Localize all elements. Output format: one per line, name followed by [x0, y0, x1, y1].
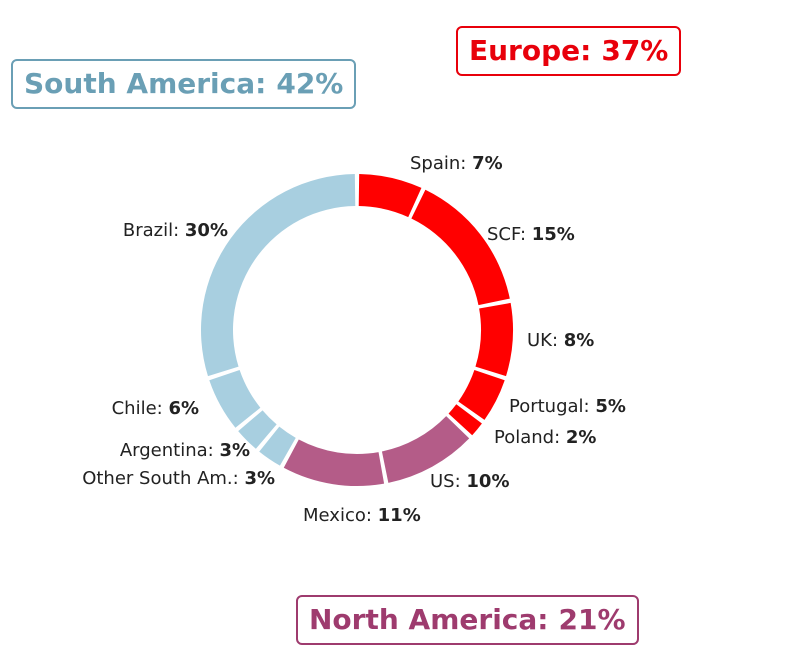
- slice-poland: [448, 404, 482, 436]
- region-name: North America: [309, 603, 538, 636]
- slice-label-chile: Chile: 6%: [112, 398, 199, 419]
- slice-label-scf: SCF: 15%: [487, 224, 575, 245]
- slice-us: [381, 416, 470, 483]
- slice-label-name: US:: [430, 471, 466, 492]
- region-percent: 42%: [276, 67, 344, 100]
- slice-label-poland: Poland: 2%: [494, 427, 596, 448]
- slice-label-percent: 30%: [185, 220, 228, 241]
- region-box-north-america: North America: 21%: [296, 595, 639, 645]
- slice-uk: [475, 302, 513, 377]
- region-percent: 37%: [601, 34, 669, 67]
- slice-label-percent: 5%: [595, 396, 626, 417]
- slice-label-portugal: Portugal: 5%: [509, 396, 626, 417]
- slice-label-us: US: 10%: [430, 471, 509, 492]
- slice-label-percent: 11%: [378, 505, 421, 526]
- slice-label-percent: 2%: [566, 427, 597, 448]
- slice-scf: [411, 189, 510, 306]
- slice-label-percent: 15%: [532, 224, 575, 245]
- slice-brazil: [201, 174, 356, 377]
- slice-argentina: [238, 410, 277, 449]
- slice-label-percent: 10%: [466, 471, 509, 492]
- slice-label-name: Other South Am.:: [82, 468, 244, 489]
- slice-spain: [358, 174, 422, 218]
- slice-label-percent: 7%: [472, 153, 503, 174]
- slice-label-percent: 6%: [168, 398, 199, 419]
- slice-label-brazil: Brazil: 30%: [123, 220, 228, 241]
- slice-label-name: UK:: [527, 330, 564, 351]
- slice-label-mexico: Mexico: 11%: [303, 505, 421, 526]
- slice-label-percent: 3%: [244, 468, 275, 489]
- region-box-europe: Europe: 37%: [456, 26, 682, 76]
- region-box-south-america: South America: 42%: [11, 59, 357, 109]
- donut-slices: [201, 174, 513, 486]
- slice-label-name: Portugal:: [509, 396, 595, 417]
- slice-label-name: Argentina:: [120, 440, 220, 461]
- slice-label-percent: 8%: [564, 330, 595, 351]
- slice-label-percent: 3%: [219, 440, 250, 461]
- slice-label-name: SCF:: [487, 224, 532, 245]
- slice-chile: [209, 369, 261, 428]
- slice-labels: Spain: 7% SCF: 15% UK: 8% Portugal: 5% Polan…: [82, 153, 626, 526]
- slice-label-other-south-am: Other South Am.: 3%: [82, 468, 275, 489]
- region-name: Europe: [469, 34, 581, 67]
- slice-label-spain: Spain: 7%: [410, 153, 503, 174]
- slice-label-name: Chile:: [112, 398, 169, 419]
- slice-label-name: Brazil:: [123, 220, 185, 241]
- slice-label-name: Mexico:: [303, 505, 378, 526]
- slice-label-name: Poland:: [494, 427, 566, 448]
- region-name: South America: [24, 67, 256, 100]
- slice-label-name: Spain:: [410, 153, 472, 174]
- slice-label-uk: UK: 8%: [527, 330, 594, 351]
- slice-portugal: [458, 369, 505, 420]
- slice-label-argentina: Argentina: 3%: [120, 440, 250, 461]
- slice-other-south-am: [259, 426, 296, 466]
- slice-mexico: [283, 439, 385, 486]
- region-percent: 21%: [558, 603, 626, 636]
